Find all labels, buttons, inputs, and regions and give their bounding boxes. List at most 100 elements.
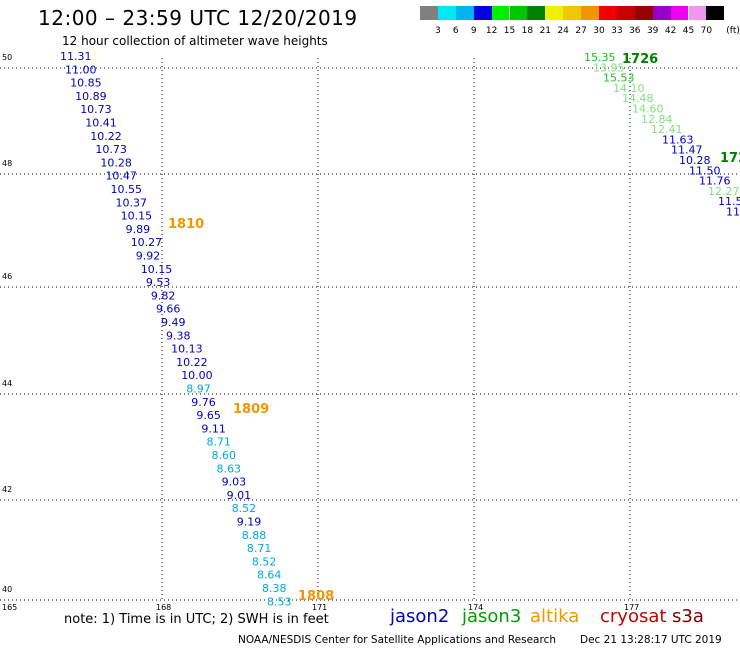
wave-height-value: 9.65	[196, 409, 221, 422]
wave-height-value: 13.95	[593, 61, 625, 74]
footer-date: Dec 21 13:28:17 UTC 2019	[580, 634, 722, 646]
colorbar-label: 21	[539, 26, 552, 36]
lat-label: 40	[2, 585, 12, 594]
lon-label: 171	[312, 603, 327, 612]
wave-height-value: 10.22	[90, 130, 122, 143]
legend-s3a: s3a	[672, 606, 704, 627]
colorbar-swatch	[455, 6, 474, 20]
colorbar-swatch	[437, 6, 456, 20]
pass-time-label: 1726	[622, 52, 658, 67]
wave-height-value: 15.53	[603, 72, 635, 85]
wave-height-value: 9.11	[201, 422, 226, 435]
wave-height-value: 11.63	[662, 133, 694, 146]
wave-height-value: 10.13	[171, 343, 203, 356]
lon-label: 168	[156, 603, 171, 612]
wave-height-value: 9.19	[237, 516, 262, 529]
lat-label: 44	[2, 379, 12, 388]
colorbar-swatch	[688, 6, 707, 20]
colorbar-label: 6	[452, 26, 459, 36]
wave-height-value: 11.31	[60, 50, 92, 63]
wave-height-value: 9.76	[191, 396, 216, 409]
colorbar-swatch	[563, 6, 582, 20]
pass-time-label: 1809	[233, 402, 269, 417]
colorbar-swatch	[670, 6, 689, 20]
lon-label: 165	[2, 603, 17, 612]
colorbar-label: 39	[646, 26, 659, 36]
colorbar-swatch	[581, 6, 599, 20]
lat-label: 46	[2, 272, 12, 281]
pass-time-label: 1808	[298, 589, 334, 604]
wave-height-value: 10.28	[100, 156, 131, 169]
wave-height-value: 10.47	[105, 170, 137, 183]
wave-height-value: 9.03	[222, 476, 247, 489]
wave-height-value: 9.92	[136, 250, 161, 263]
wave-height-value: 8.97	[186, 383, 211, 396]
wave-height-value: 9.38	[166, 329, 191, 342]
wave-height-value: 10.73	[80, 103, 112, 116]
wave-height-value: 11.00	[65, 63, 97, 76]
colorbar-label: 9	[470, 26, 477, 36]
wave-height-value: 10.00	[181, 369, 213, 382]
colorbar-label: 12	[485, 26, 498, 36]
wave-height-value: 10.41	[85, 117, 117, 130]
colorbar-swatch	[420, 6, 438, 20]
colorbar-swatch	[599, 6, 617, 20]
colorbar-label: 18	[521, 26, 534, 36]
wave-height-value: 10.15	[141, 263, 173, 276]
wave-height-value: 8.60	[212, 449, 237, 462]
wave-height-value: 14.48	[622, 92, 654, 105]
colorbar-label: 24	[557, 26, 569, 36]
lat-label: 48	[2, 159, 12, 168]
wave-height-value: 14.60	[632, 103, 664, 116]
colorbar-swatch	[634, 6, 653, 20]
page-subtitle: 12 hour collection of altimeter wave hei…	[62, 34, 328, 48]
colorbar-swatch	[473, 6, 492, 20]
wave-height-value: 10.27	[131, 236, 163, 249]
wave-height-value: 9.53	[146, 276, 171, 289]
colorbar-unit: (ft)	[726, 26, 740, 36]
legend-jason2: jason2	[390, 606, 450, 627]
wave-height-value: 11.5	[718, 195, 740, 208]
colorbar-swatch	[652, 6, 671, 20]
pass-time-label: 172	[720, 151, 740, 166]
colorbar-label: 45	[682, 26, 695, 36]
wave-height-value: 9.01	[227, 489, 252, 502]
colorbar-label: 42	[664, 26, 677, 36]
wave-height-value: 8.88	[242, 529, 266, 542]
wave-height-value: 10.28	[679, 154, 711, 167]
wave-height-value: 12.27	[708, 185, 740, 198]
wave-height-value: 10.85	[70, 77, 102, 90]
wave-height-value: 9.82	[151, 289, 176, 302]
wave-height-value: 10.37	[116, 196, 148, 209]
colorbar-swatch	[616, 6, 635, 20]
wave-height-value: 8.63	[217, 462, 242, 475]
wave-height-value: 9.89	[126, 223, 150, 236]
legend-altika: altika	[530, 606, 580, 627]
wave-height-value: 11.76	[699, 175, 731, 188]
lat-label: 42	[2, 485, 12, 494]
colorbar-swatch	[545, 6, 564, 20]
wave-height-value: 10.22	[176, 356, 208, 369]
wave-height-value: 10.55	[111, 183, 143, 196]
lat-label: 50	[2, 53, 12, 62]
wave-height-value: 11.47	[671, 144, 703, 157]
colorbar-label: 33	[611, 26, 623, 36]
wave-height-value: 15.35	[584, 51, 616, 64]
colorbar-label: 70	[700, 26, 713, 36]
wave-height-value: 10.15	[121, 210, 153, 223]
lon-label: 174	[468, 603, 483, 612]
wave-height-value: 8.53	[267, 595, 292, 608]
wave-height-value: 8.38	[262, 582, 287, 595]
legend-cryosat: cryosat	[600, 606, 667, 627]
pass-time-label: 1810	[168, 217, 204, 232]
wave-height-value: 8.64	[257, 569, 282, 582]
wave-height-value: 9.49	[161, 316, 186, 329]
wave-height-value: 9.66	[156, 303, 181, 316]
colorbar-swatch	[706, 6, 725, 20]
wave-height-value: 12.84	[641, 113, 673, 126]
colorbar-label: 15	[503, 26, 516, 36]
colorbar-label: 27	[575, 26, 587, 36]
colorbar-swatch	[491, 6, 510, 20]
lon-label: 177	[624, 603, 639, 612]
